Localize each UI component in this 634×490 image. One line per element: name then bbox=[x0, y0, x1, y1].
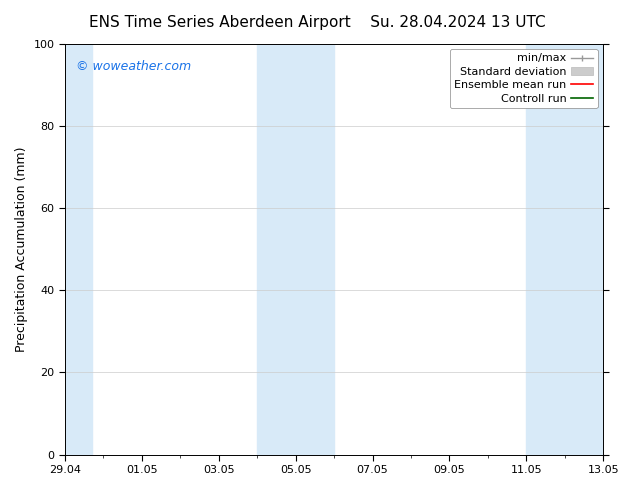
Bar bbox=[257, 44, 334, 455]
Text: © woweather.com: © woweather.com bbox=[75, 60, 191, 73]
Text: ENS Time Series Aberdeen Airport    Su. 28.04.2024 13 UTC: ENS Time Series Aberdeen Airport Su. 28.… bbox=[89, 15, 545, 30]
Bar bbox=[65, 44, 92, 455]
Y-axis label: Precipitation Accumulation (mm): Precipitation Accumulation (mm) bbox=[15, 147, 28, 352]
Bar bbox=[526, 44, 603, 455]
Legend: min/max, Standard deviation, Ensemble mean run, Controll run: min/max, Standard deviation, Ensemble me… bbox=[450, 49, 598, 108]
